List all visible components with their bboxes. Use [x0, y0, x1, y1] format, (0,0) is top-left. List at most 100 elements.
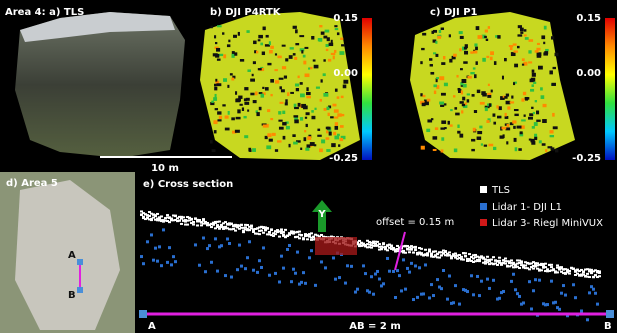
point — [192, 221, 195, 223]
point — [474, 74, 477, 78]
point — [303, 55, 306, 58]
point — [334, 109, 339, 112]
point — [300, 234, 303, 236]
point — [490, 51, 494, 55]
point — [568, 273, 571, 275]
point — [378, 243, 381, 245]
point — [471, 149, 475, 151]
point — [292, 268, 295, 271]
point — [430, 283, 433, 286]
point — [200, 224, 203, 226]
point — [555, 149, 558, 152]
colorbar-label: -0.25 — [572, 153, 601, 164]
point — [433, 136, 438, 139]
point — [420, 248, 423, 250]
point — [534, 122, 538, 126]
point — [398, 274, 401, 277]
point — [299, 35, 304, 37]
point — [250, 93, 254, 96]
point — [454, 284, 457, 287]
point — [461, 110, 463, 113]
point — [444, 83, 448, 87]
point — [564, 294, 567, 297]
point — [596, 303, 599, 306]
point — [487, 95, 491, 98]
point — [558, 308, 561, 311]
point — [555, 53, 559, 57]
point — [467, 76, 471, 79]
point — [546, 303, 549, 306]
point — [162, 228, 165, 231]
point — [436, 278, 439, 281]
point — [211, 26, 213, 28]
point — [404, 252, 407, 254]
point — [437, 36, 441, 39]
point — [277, 56, 281, 59]
point — [340, 125, 344, 128]
point — [453, 54, 457, 57]
point — [292, 134, 295, 137]
point — [490, 259, 493, 261]
point — [338, 144, 340, 147]
point — [253, 61, 256, 64]
point — [301, 50, 303, 53]
point — [528, 61, 532, 63]
point — [247, 69, 251, 72]
point — [422, 292, 425, 295]
point — [267, 63, 271, 65]
point — [362, 264, 365, 267]
point — [327, 127, 331, 130]
point — [594, 274, 597, 276]
colorbar-label: -0.25 — [329, 153, 358, 164]
point — [284, 76, 287, 79]
point — [572, 283, 575, 286]
point — [531, 107, 533, 109]
point — [426, 129, 430, 132]
point — [514, 114, 518, 116]
point — [499, 106, 502, 110]
point — [543, 42, 545, 44]
point — [459, 48, 461, 51]
point — [269, 41, 271, 45]
point — [468, 253, 471, 255]
point — [453, 95, 455, 97]
point — [215, 79, 217, 82]
point — [306, 238, 309, 240]
point — [262, 52, 265, 56]
point — [211, 101, 214, 103]
point — [280, 255, 283, 258]
point — [473, 51, 477, 54]
point — [274, 233, 277, 235]
point — [541, 95, 545, 99]
point — [156, 260, 159, 263]
point — [335, 122, 338, 126]
point — [294, 272, 297, 275]
point — [513, 43, 517, 45]
point — [364, 272, 367, 275]
point — [473, 128, 476, 132]
point — [275, 80, 279, 83]
marker — [77, 259, 83, 265]
point — [258, 233, 261, 235]
point — [522, 58, 525, 61]
point — [285, 58, 288, 61]
point — [470, 72, 474, 74]
point — [253, 100, 257, 103]
point — [501, 127, 506, 130]
point — [219, 116, 222, 119]
point — [142, 262, 145, 265]
point — [533, 112, 535, 114]
point — [435, 54, 438, 57]
point — [494, 61, 497, 65]
point — [544, 263, 547, 265]
point — [335, 28, 338, 30]
point — [568, 270, 571, 272]
point — [454, 107, 457, 110]
point — [560, 292, 563, 295]
point — [244, 116, 247, 118]
point — [321, 139, 325, 143]
point — [266, 145, 271, 149]
point — [262, 246, 265, 249]
point — [261, 94, 264, 98]
point — [146, 240, 149, 243]
